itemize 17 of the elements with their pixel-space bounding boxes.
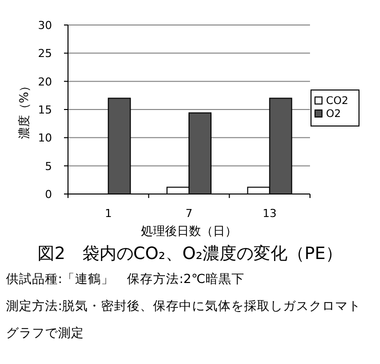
legend-label: O2: [326, 108, 341, 120]
y-tick-label: 5: [45, 160, 52, 173]
x-tick-label: 7: [186, 207, 192, 220]
y-tick-label: 15: [38, 104, 52, 116]
x-tick-label: 1: [104, 207, 112, 220]
x-tick-label: 13: [262, 207, 277, 220]
y-tick-label: 20: [38, 75, 52, 88]
text: 供試品種:「連鶴」 保存方法:2℃暗黒下: [6, 270, 246, 288]
legend-label: CO2: [326, 95, 348, 107]
y-tick-label: 0: [45, 188, 52, 201]
text: 図2 袋内のCO₂、O₂濃度の変化（PE）: [36, 243, 344, 265]
y-tick-label: 25: [38, 47, 52, 60]
text: 測定方法:脱気・密封後、保存中に気体を採取しガスクロマトグラフで測定: [6, 297, 362, 342]
y-tick-label: 10: [38, 132, 52, 145]
x-axis-title: 処理後日数（日）: [141, 224, 237, 238]
y-axis-title: 濃度（%）: [17, 80, 31, 140]
y-tick-label: 30: [38, 19, 52, 32]
